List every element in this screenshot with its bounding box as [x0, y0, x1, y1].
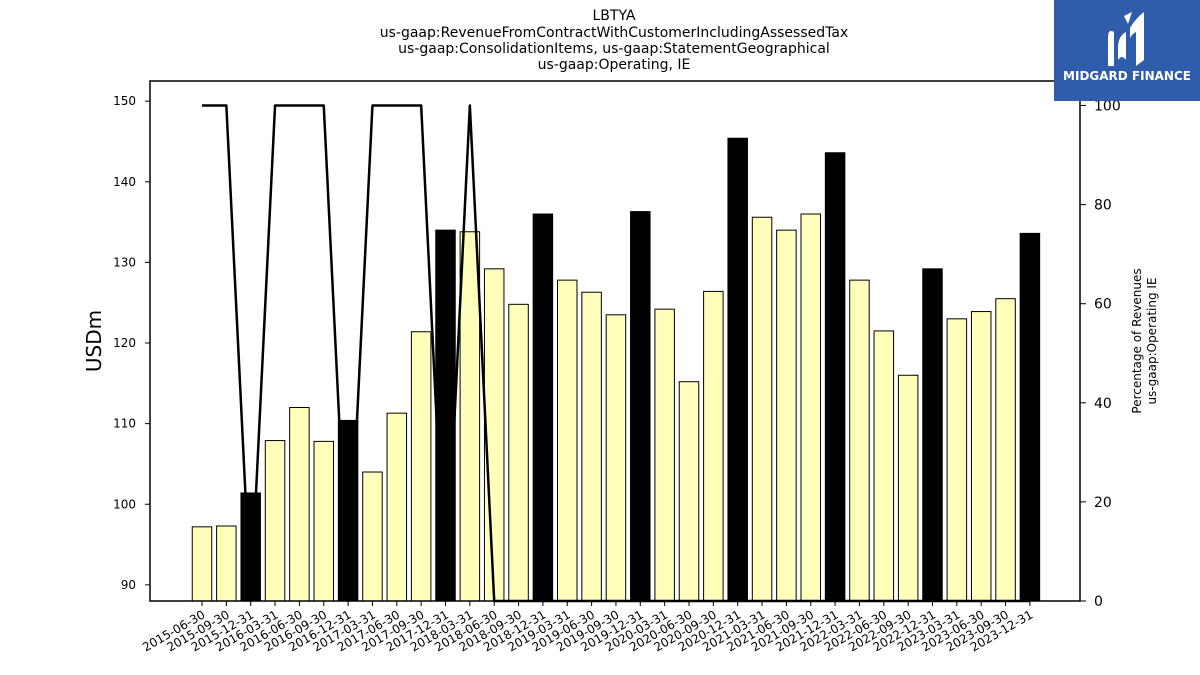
y2-tick-label: 100 — [1094, 99, 1121, 115]
bar — [264, 440, 286, 602]
bar — [362, 471, 383, 602]
y-tick-label: 150 — [113, 94, 136, 108]
y2-tick-label: 0 — [1094, 594, 1103, 610]
bar — [557, 279, 578, 602]
y-tick-label: 90 — [121, 578, 136, 592]
logo-mark-icon — [1108, 12, 1144, 66]
bar — [581, 291, 602, 602]
y-tick-label: 120 — [113, 336, 136, 350]
bar — [727, 137, 748, 602]
y-tick-label: 100 — [113, 497, 136, 511]
bar — [824, 152, 846, 602]
bar — [216, 525, 237, 602]
bar — [995, 298, 1016, 602]
bar — [800, 213, 821, 602]
bar — [946, 318, 968, 602]
bar — [605, 314, 627, 602]
bar — [922, 268, 943, 602]
midgard-finance-logo: MIDGARD FINANCE — [1054, 0, 1200, 101]
chart-title: LBTYA us-gaap:RevenueFromContractWithCus… — [380, 8, 849, 73]
chart-title-line: us-gaap:Operating, IE — [538, 57, 691, 73]
bar-series — [191, 137, 1041, 602]
bar — [897, 374, 919, 602]
y2-tick-label: 80 — [1094, 198, 1112, 214]
bar — [508, 303, 529, 602]
y2-tick-label: 40 — [1094, 396, 1112, 412]
bar — [678, 381, 700, 602]
y2-axis-label-line: us-gaap:Operating IE — [1145, 277, 1159, 404]
bar — [970, 311, 992, 602]
bar — [191, 526, 213, 602]
bar — [1019, 232, 1041, 602]
bar — [751, 216, 773, 602]
x-axis: 2015-06-302015-09-302015-12-312016-03-31… — [140, 601, 1035, 654]
right-y-axis: 0 20 40 60 80 100 — [1080, 99, 1121, 610]
bar — [654, 308, 675, 602]
bar — [776, 229, 797, 602]
y2-axis-label: Percentage of Revenues us-gaap:Operating… — [1130, 268, 1159, 413]
bar — [873, 330, 895, 602]
y-tick-label: 110 — [113, 417, 136, 431]
bar — [386, 412, 408, 602]
y-axis-label: USDm — [82, 310, 106, 372]
bar — [313, 440, 334, 602]
bar — [703, 290, 724, 602]
bar — [849, 279, 870, 602]
y2-tick-label: 60 — [1094, 297, 1112, 313]
bar — [459, 231, 481, 602]
y2-axis-label-line: Percentage of Revenues — [1130, 268, 1144, 413]
y-tick-label: 130 — [113, 255, 136, 269]
chart-title-line: us-gaap:ConsolidationItems, us-gaap:Stat… — [398, 41, 830, 57]
chart-title-line: LBTYA — [593, 8, 636, 24]
bar — [630, 211, 651, 602]
bar — [289, 407, 310, 602]
left-y-axis: 90 100 110 120 130 140 150 — [113, 94, 150, 592]
plot-frame — [149, 80, 1081, 602]
chart-title-line: us-gaap:RevenueFromContractWithCustomerI… — [380, 25, 849, 41]
bar — [483, 268, 505, 602]
bar — [435, 229, 456, 602]
bar — [532, 213, 554, 602]
bar — [410, 331, 432, 602]
y2-tick-label: 20 — [1094, 495, 1112, 511]
y-tick-label: 140 — [113, 175, 136, 189]
logo-text: MIDGARD FINANCE — [1063, 69, 1191, 83]
